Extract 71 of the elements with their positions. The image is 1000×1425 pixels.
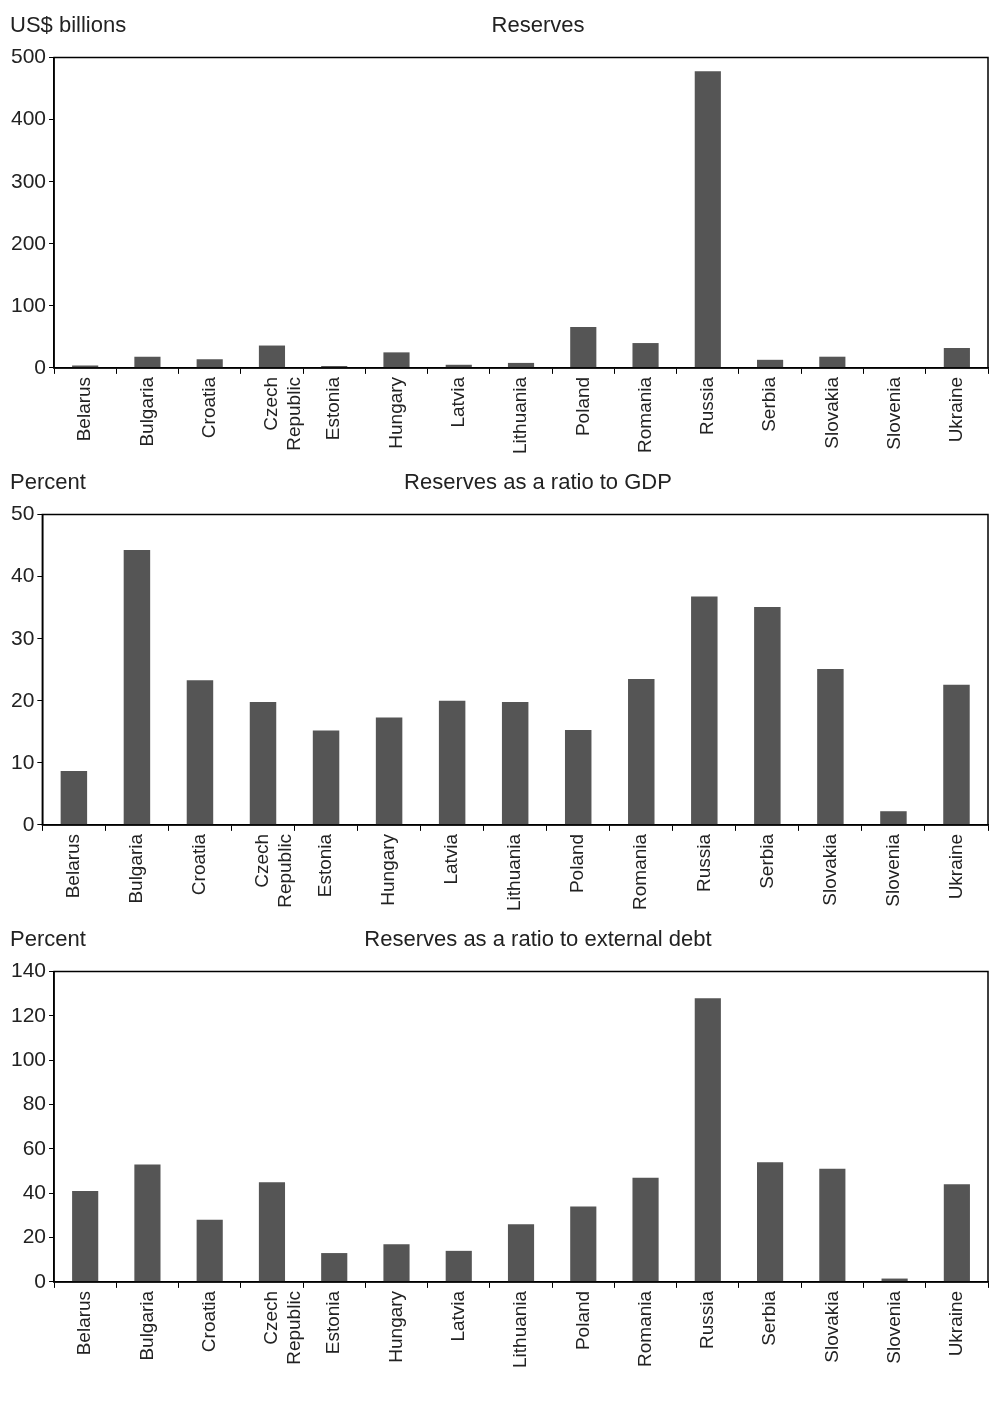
x-tick-label: Slovakia: [820, 376, 842, 449]
x-tick-label: Croatia: [197, 1290, 219, 1353]
x-tick-label: Bulgaria: [125, 833, 147, 904]
x-tick-label: Bulgaria: [135, 376, 157, 447]
y-tick-label: 40: [22, 1180, 47, 1204]
y-tick-label: 30: [11, 625, 35, 649]
x-tick-label: Belarus: [73, 1290, 95, 1356]
x-tick-label: Poland: [571, 1290, 593, 1351]
x-tick-label: Czech Republic: [260, 1290, 304, 1365]
x-tick-label: Ukraine: [945, 1290, 967, 1357]
y-tick-label: 120: [10, 1002, 47, 1026]
x-tick-label: Lithuania: [503, 833, 525, 911]
y-tick-label: 20: [11, 687, 35, 711]
x-tick-label: Russia: [696, 1290, 718, 1349]
x-tick-label: Czech Republic: [260, 376, 304, 451]
x-tick-label: Estonia: [322, 1290, 344, 1355]
x-tick-label: Russia: [692, 833, 714, 892]
x-tick-label: Czech Republic: [251, 833, 296, 908]
y-tick-label: 300: [10, 168, 47, 192]
chart-title: Reserves as a ratio to external debt: [364, 926, 712, 952]
x-tick-label: Romania: [633, 1290, 655, 1367]
x-tick-label: Hungary: [377, 833, 399, 906]
x-tick-label: Slovakia: [818, 833, 840, 906]
chart-title: Reserves as a ratio to GDP: [404, 469, 672, 495]
x-tick-label: Hungary: [384, 1290, 406, 1363]
x-tick-label: Slovenia: [881, 833, 903, 907]
chart-title: Reserves: [491, 12, 585, 38]
x-tick-label: Bulgaria: [135, 1290, 157, 1361]
x-tick-label: Lithuania: [509, 376, 531, 454]
x-tick-label: Estonia: [322, 376, 344, 441]
y-tick-label: 20: [22, 1224, 47, 1248]
x-tick-label: Romania: [629, 833, 651, 910]
x-tick-label: Ukraine: [945, 376, 967, 443]
y-tick-label: 40: [11, 563, 35, 587]
y-tick-label: 50: [11, 501, 35, 525]
x-tick-label: Slovenia: [882, 376, 904, 450]
y-tick-label: 500: [10, 44, 47, 68]
y-tick-label: 60: [22, 1135, 47, 1159]
x-tick-label: Slovakia: [820, 1290, 842, 1363]
x-tick-label: Ukraine: [944, 833, 966, 900]
y-tick-label: 140: [10, 958, 47, 982]
x-tick-label: Latvia: [440, 833, 462, 885]
x-tick-label: Romania: [633, 376, 655, 453]
y-tick-label: 400: [10, 106, 47, 130]
x-tick-label: Croatia: [197, 376, 219, 439]
y-axis-title: Percent: [10, 926, 86, 952]
x-tick-label: Serbia: [758, 376, 780, 432]
y-tick-label: 100: [10, 292, 47, 316]
y-tick-label: 200: [10, 230, 47, 254]
x-tick-label: Poland: [566, 833, 588, 894]
x-tick-label: Estonia: [314, 833, 336, 898]
x-tick-label: Croatia: [188, 833, 210, 896]
y-tick-label: 0: [34, 354, 47, 378]
x-tick-label: Latvia: [446, 376, 468, 428]
x-tick-label: Hungary: [384, 376, 406, 449]
y-tick-label: 0: [34, 1268, 47, 1292]
y-axis-title: Percent: [10, 469, 86, 495]
x-tick-label: Russia: [696, 376, 718, 435]
x-tick-label: Lithuania: [509, 1290, 531, 1368]
x-tick-label: Serbia: [758, 1290, 780, 1346]
y-tick-label: 10: [11, 749, 35, 773]
y-axis-title: US$ billions: [10, 12, 127, 38]
x-tick-label: Slovenia: [882, 1290, 904, 1364]
x-tick-label: Belarus: [62, 833, 84, 899]
y-tick-label: 0: [22, 811, 35, 835]
y-tick-label: 80: [22, 1091, 47, 1115]
y-tick-label: 100: [10, 1047, 47, 1071]
x-tick-label: Poland: [571, 376, 593, 437]
x-tick-label: Belarus: [73, 376, 95, 442]
x-tick-label: Serbia: [755, 833, 777, 889]
x-tick-label: Latvia: [446, 1290, 468, 1342]
